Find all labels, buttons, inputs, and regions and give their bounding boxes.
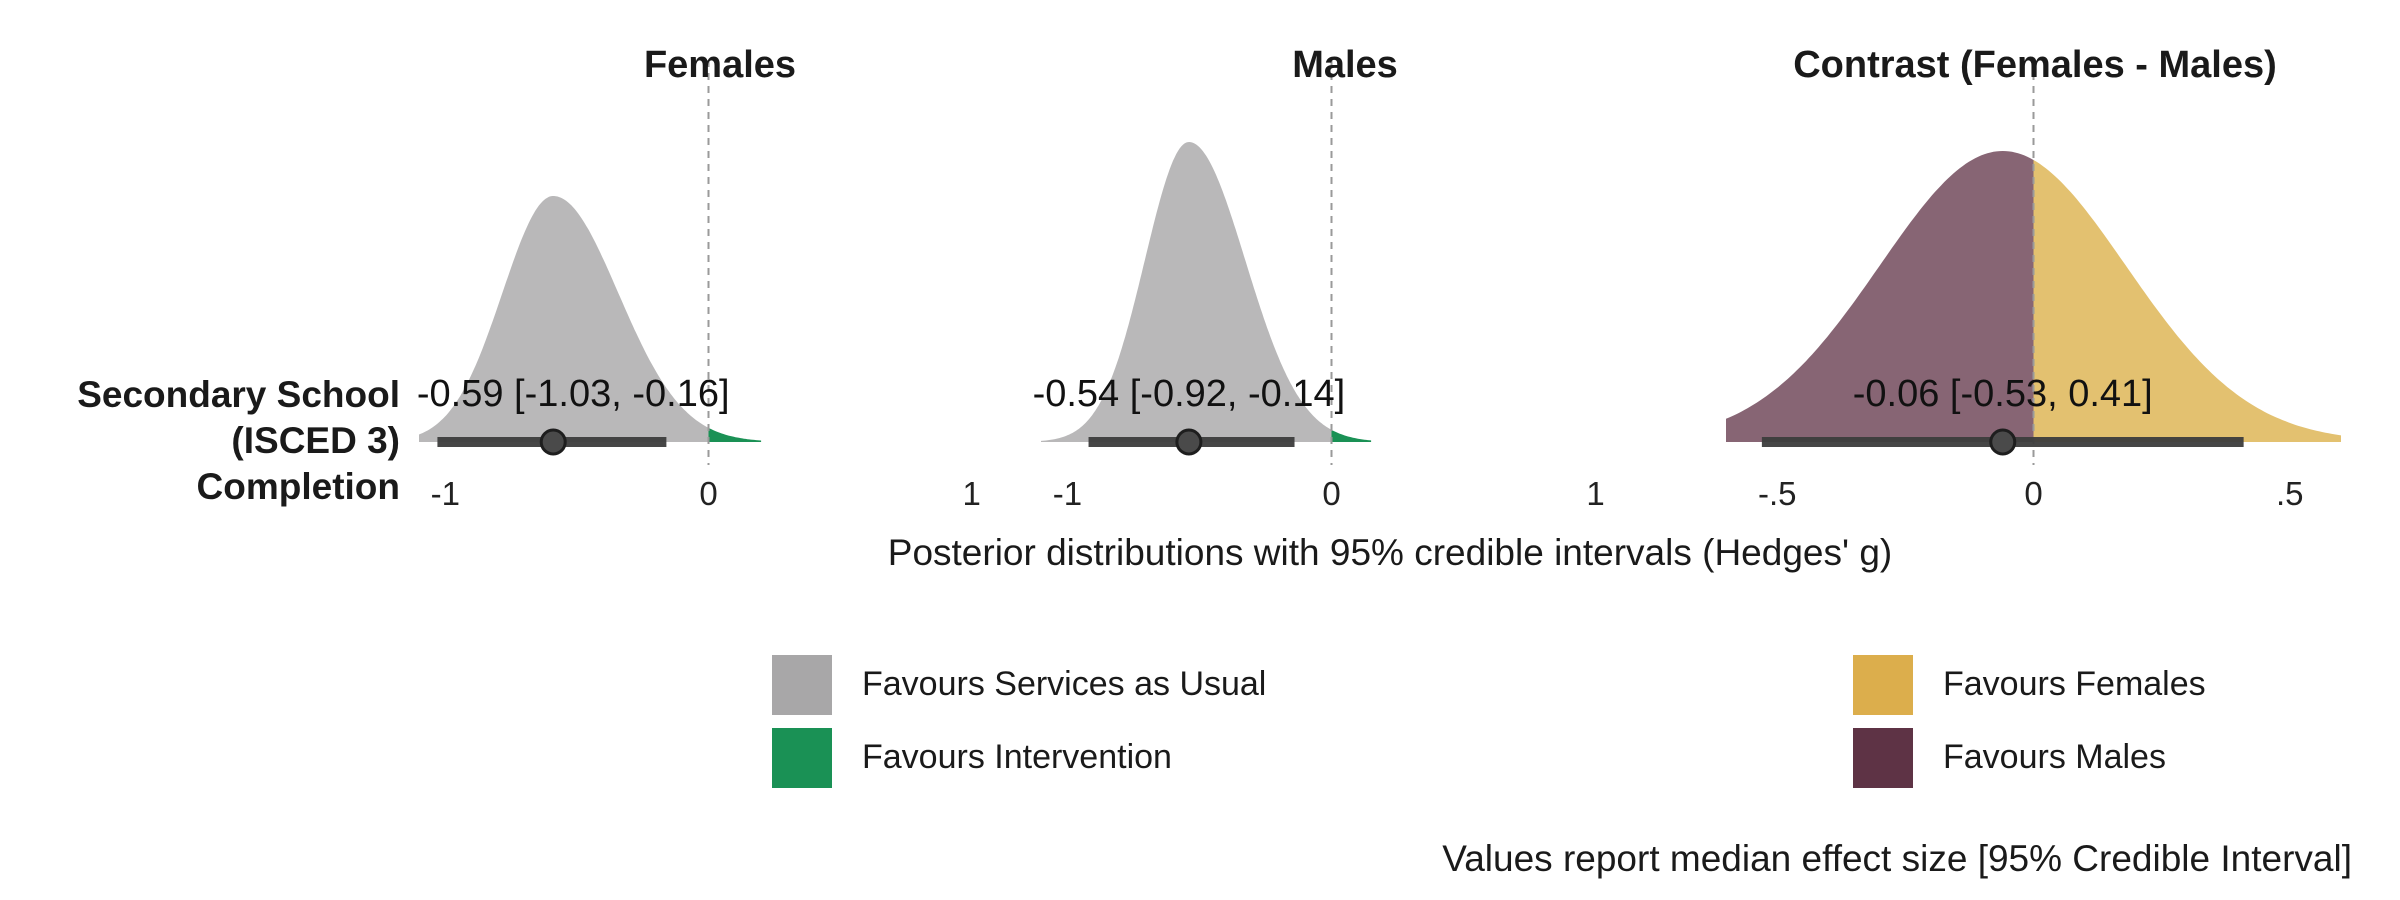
row-label: Secondary School (ISCED 3) Completion — [77, 372, 400, 510]
row-label-line: (ISCED 3) — [231, 420, 400, 461]
value-label: -0.59 [-1.03, -0.16] — [417, 373, 730, 415]
x-tick-label: -1 — [431, 475, 460, 512]
panel-title-contrast: Contrast (Females - Males) — [1793, 44, 2277, 86]
legend-label: Favours Services as Usual — [862, 665, 1267, 703]
legend-swatch — [772, 728, 832, 788]
x-tick-label: -1 — [1053, 475, 1082, 512]
row-label-line: Secondary School — [77, 374, 400, 415]
median-point — [1175, 428, 1203, 456]
density-area-negative — [1041, 142, 1332, 442]
caption: Values report median effect size [95% Cr… — [1442, 838, 2352, 879]
x-tick-label: 1 — [963, 475, 981, 512]
x-tick-label: 0 — [2024, 475, 2042, 512]
x-tick-label: 0 — [1322, 475, 1340, 512]
legend-label: Favours Females — [1943, 665, 2206, 703]
density-area-positive — [2033, 160, 2341, 442]
value-label: -0.06 [-0.53, 0.41] — [1853, 373, 2153, 415]
x-tick-label: -.5 — [1758, 475, 1797, 512]
legend-swatch — [1853, 728, 1913, 788]
density-area-positive — [708, 427, 762, 442]
x-tick-label: 0 — [699, 475, 717, 512]
legend-label: Favours Intervention — [862, 738, 1172, 776]
density-area-negative — [419, 196, 709, 442]
median-point — [1989, 428, 2017, 456]
legend-swatch — [1853, 655, 1913, 715]
row-label-line: Completion — [196, 466, 400, 507]
density-area-positive — [1331, 429, 1372, 442]
legend-label: Favours Males — [1943, 738, 2166, 776]
legend-swatch — [772, 655, 832, 715]
x-tick-label: 1 — [1586, 475, 1604, 512]
value-label: -0.54 [-0.92, -0.14] — [1033, 373, 1346, 415]
median-point — [539, 428, 567, 456]
x-axis-title: Posterior distributions with 95% credibl… — [887, 532, 1893, 573]
panel-title-females: Females — [643, 44, 797, 86]
x-tick-label: .5 — [2276, 475, 2304, 512]
density-area-negative — [1726, 151, 2034, 442]
panel-title-males: Males — [1292, 44, 1398, 86]
